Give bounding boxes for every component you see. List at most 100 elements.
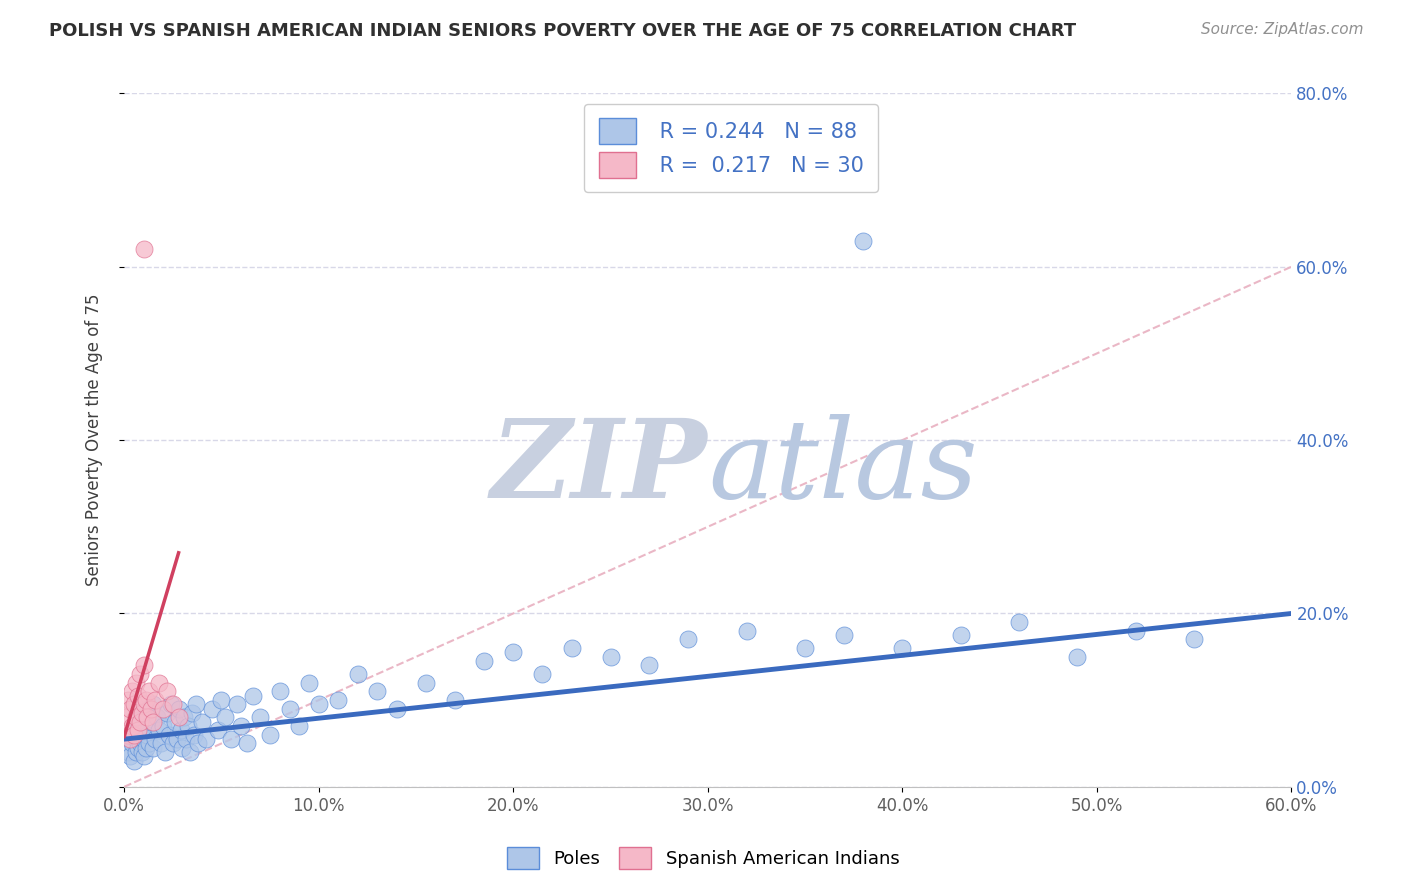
Point — [1182, 632, 1205, 647]
Point — [118, 732, 141, 747]
Point — [184, 698, 207, 712]
Point — [191, 714, 214, 729]
Point — [135, 693, 157, 707]
Point — [308, 698, 330, 712]
Point — [142, 698, 165, 712]
Point — [444, 693, 467, 707]
Point — [143, 693, 166, 707]
Point — [153, 745, 176, 759]
Point — [127, 740, 149, 755]
Point — [131, 706, 153, 721]
Point — [141, 714, 163, 729]
Point — [269, 684, 291, 698]
Point — [502, 645, 524, 659]
Point — [288, 719, 311, 733]
Point — [128, 714, 150, 729]
Point — [278, 702, 301, 716]
Point — [167, 702, 190, 716]
Point — [207, 723, 229, 738]
Point — [1066, 649, 1088, 664]
Point — [177, 719, 200, 733]
Point — [949, 628, 972, 642]
Point — [127, 719, 149, 733]
Point — [128, 737, 150, 751]
Point — [132, 702, 155, 716]
Point — [1125, 624, 1147, 638]
Point — [150, 737, 173, 751]
Point — [125, 745, 148, 759]
Point — [117, 745, 139, 759]
Point — [179, 745, 201, 759]
Point — [366, 684, 388, 698]
Point — [242, 689, 264, 703]
Point — [142, 740, 165, 755]
Point — [328, 693, 350, 707]
Point — [135, 719, 157, 733]
Text: Source: ZipAtlas.com: Source: ZipAtlas.com — [1201, 22, 1364, 37]
Point — [162, 698, 184, 712]
Point — [128, 723, 150, 738]
Point — [209, 693, 232, 707]
Point — [176, 732, 198, 747]
Point — [385, 702, 408, 716]
Point — [832, 628, 855, 642]
Point — [152, 719, 174, 733]
Point — [141, 702, 163, 716]
Point — [118, 749, 141, 764]
Point — [128, 667, 150, 681]
Legend: Poles, Spanish American Indians: Poles, Spanish American Indians — [498, 838, 908, 879]
Point — [122, 698, 145, 712]
Point — [415, 675, 437, 690]
Point — [201, 702, 224, 716]
Point — [219, 732, 242, 747]
Point — [122, 728, 145, 742]
Point — [183, 728, 205, 742]
Point — [125, 675, 148, 690]
Legend:  R = 0.244   N = 88,  R =  0.217   N = 30: R = 0.244 N = 88, R = 0.217 N = 30 — [583, 103, 879, 192]
Point — [159, 698, 181, 712]
Point — [472, 654, 495, 668]
Point — [132, 243, 155, 257]
Point — [678, 632, 700, 647]
Point — [135, 740, 157, 755]
Text: atlas: atlas — [707, 414, 977, 522]
Point — [143, 732, 166, 747]
Point — [638, 658, 661, 673]
Point — [136, 710, 159, 724]
Point — [148, 723, 170, 738]
Point — [121, 719, 143, 733]
Point — [132, 658, 155, 673]
Point — [794, 641, 817, 656]
Point — [122, 754, 145, 768]
Point — [259, 728, 281, 742]
Point — [118, 702, 141, 716]
Point — [122, 728, 145, 742]
Text: ZIP: ZIP — [491, 414, 707, 522]
Point — [226, 698, 249, 712]
Point — [138, 737, 160, 751]
Point — [194, 732, 217, 747]
Point — [162, 737, 184, 751]
Point — [852, 234, 875, 248]
Point — [121, 737, 143, 751]
Text: POLISH VS SPANISH AMERICAN INDIAN SENIORS POVERTY OVER THE AGE OF 75 CORRELATION: POLISH VS SPANISH AMERICAN INDIAN SENIOR… — [49, 22, 1077, 40]
Point — [561, 641, 583, 656]
Point — [181, 706, 204, 721]
Point — [166, 732, 188, 747]
Point — [229, 719, 252, 733]
Point — [132, 698, 155, 712]
Point — [346, 667, 368, 681]
Point — [142, 714, 165, 729]
Point — [187, 737, 209, 751]
Point — [157, 728, 180, 742]
Point — [156, 706, 179, 721]
Point — [169, 723, 191, 738]
Point — [167, 710, 190, 724]
Point — [121, 684, 143, 698]
Point — [163, 714, 186, 729]
Point — [117, 728, 139, 742]
Point — [599, 649, 621, 664]
Point — [117, 693, 139, 707]
Point — [136, 728, 159, 742]
Point — [249, 710, 271, 724]
